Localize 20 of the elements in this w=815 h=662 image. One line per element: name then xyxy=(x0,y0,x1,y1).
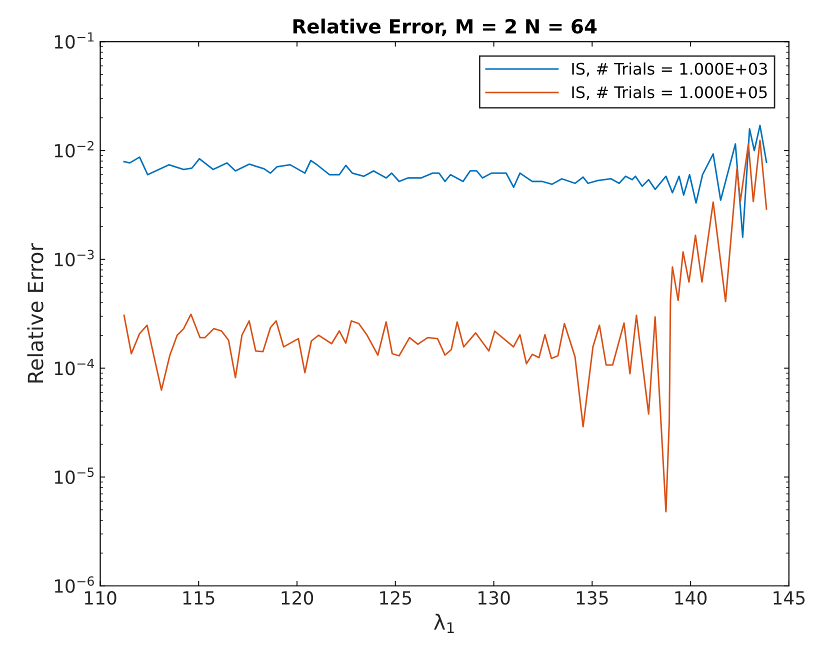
y-tick-label: 10$^{−1}$ xyxy=(54,32,94,49)
x-tick-label: 145 xyxy=(774,591,805,605)
x-tick-label: 135 xyxy=(576,591,608,605)
chart-title: Relative Error, M = 2 N = 64 xyxy=(293,18,597,36)
y-axis-title: Relative Error xyxy=(27,243,44,382)
x-tick-label: 140 xyxy=(675,591,707,605)
legend-label: IS, # Trials = 1.000E+03 xyxy=(572,62,767,76)
x-axis-title: λ$_{1}$ xyxy=(434,614,454,634)
line-series xyxy=(123,124,768,238)
x-tick-label: 125 xyxy=(380,591,412,605)
x-tick-label: 110 xyxy=(84,591,116,605)
y-tick-label: 10$^{−4}$ xyxy=(54,358,94,376)
x-tick-label: 115 xyxy=(183,591,214,605)
line-series xyxy=(123,140,768,512)
y-tick-label: 10$^{−2}$ xyxy=(54,140,94,158)
x-tick-label: 130 xyxy=(478,591,510,605)
y-tick-label: 10$^{−3}$ xyxy=(54,250,94,266)
x-tick-label: 120 xyxy=(282,591,314,605)
legend-label: IS, # Trials = 1.000E+05 xyxy=(572,86,767,100)
y-tick-label: 10$^{−5}$ xyxy=(54,468,94,484)
